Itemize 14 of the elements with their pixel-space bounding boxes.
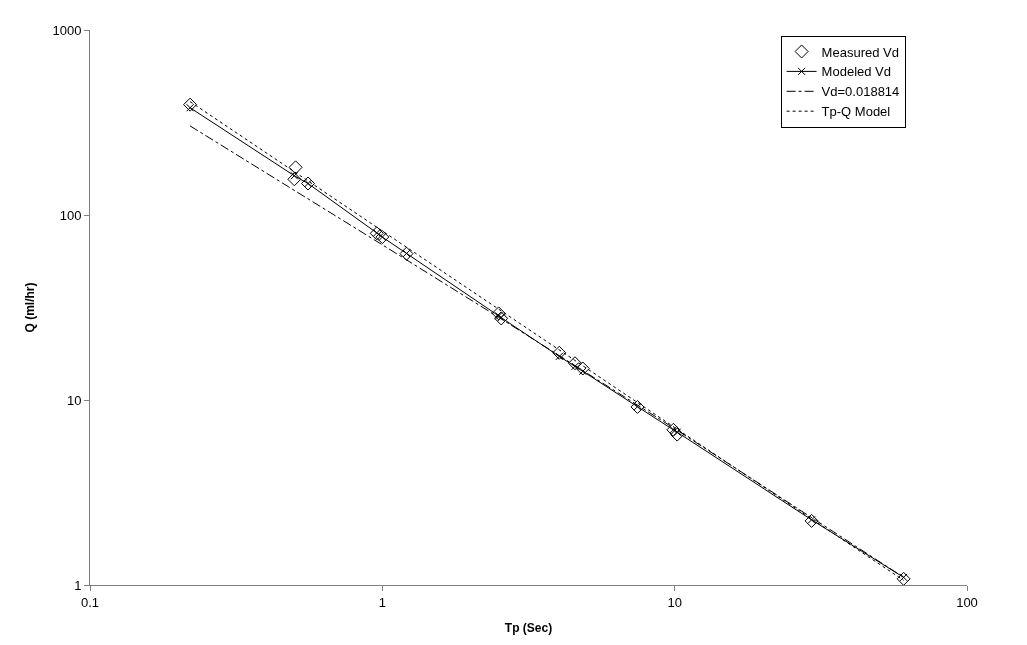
legend-label: Vd=0.018814 <box>821 84 900 100</box>
x-tick-label: 100 <box>956 594 978 610</box>
y-tick-label: 100 <box>59 207 82 223</box>
y-tick-label: 1 <box>74 577 82 593</box>
y-axis-title: Q (ml/hr) <box>22 282 37 333</box>
legend-label: Modeled Vd <box>821 64 891 80</box>
x-tick-label: 1 <box>378 594 386 610</box>
y-tick-label: 1000 <box>52 22 82 38</box>
x-axis-title: Tp (Sec) <box>504 621 553 636</box>
x-tick-label: 0.1 <box>80 594 100 610</box>
x-tick-label: 10 <box>667 594 682 610</box>
legend-label: Tp-Q Model <box>821 104 891 120</box>
y-tick-label: 10 <box>66 392 82 408</box>
legend-label: Measured Vd <box>821 44 899 60</box>
